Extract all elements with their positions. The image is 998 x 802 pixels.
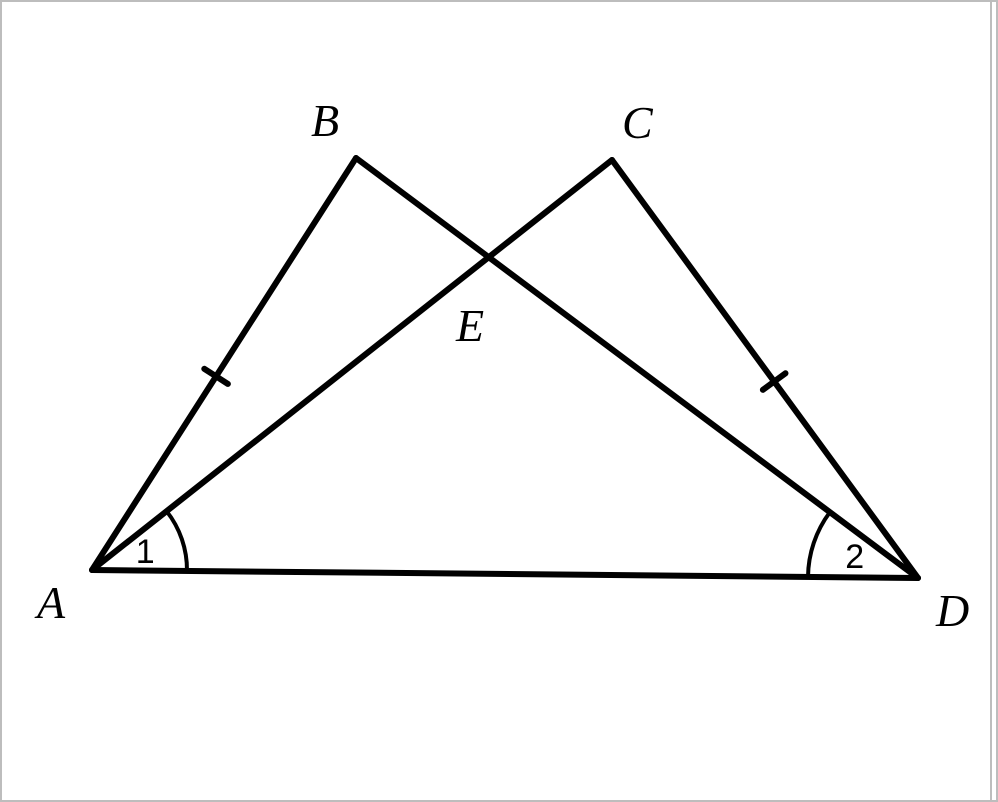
label-A: A bbox=[37, 580, 65, 626]
angle-label-angle1: 1 bbox=[136, 535, 155, 569]
angle-arc-A bbox=[167, 511, 187, 571]
edge-D-C bbox=[612, 160, 918, 578]
edge-A-C bbox=[92, 160, 612, 570]
angle-arc-D bbox=[808, 512, 830, 577]
label-C: C bbox=[622, 100, 653, 146]
edge-D-B bbox=[356, 158, 918, 578]
angle-label-angle2: 2 bbox=[845, 540, 864, 574]
diagram-svg bbox=[0, 0, 998, 802]
edge-A-D bbox=[92, 570, 918, 578]
label-B: B bbox=[311, 98, 339, 144]
frame bbox=[1, 1, 997, 801]
diagram-canvas: 1 2 A B C D E bbox=[0, 0, 998, 802]
label-D: D bbox=[936, 588, 969, 634]
edge-A-B bbox=[92, 158, 356, 570]
label-E: E bbox=[456, 303, 484, 349]
